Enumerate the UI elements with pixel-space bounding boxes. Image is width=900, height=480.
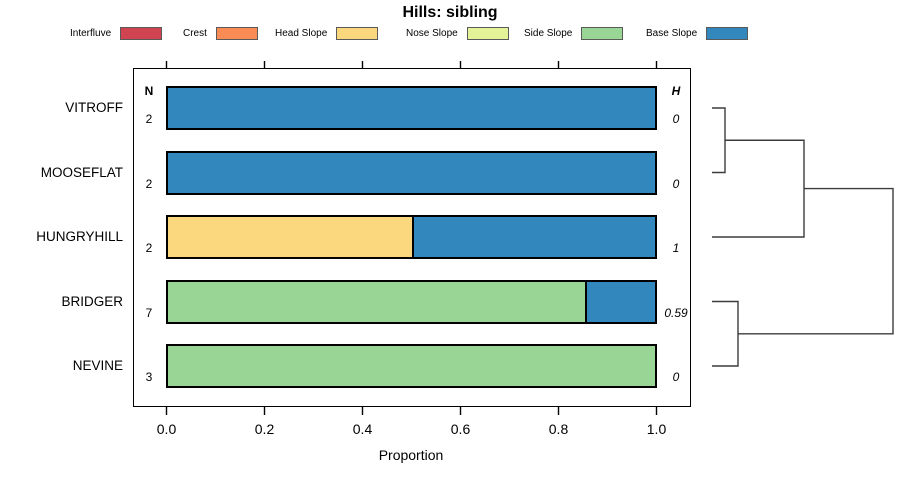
bar-hungryhill bbox=[166, 215, 657, 259]
x-tick-label: 0.8 bbox=[548, 421, 569, 437]
bar-bridger bbox=[166, 279, 657, 324]
bar-segment-side_slope bbox=[168, 281, 586, 322]
dendrogram-branch-bridger-nevine bbox=[712, 300, 739, 367]
legend-label: Head Slope bbox=[275, 28, 328, 39]
row-label-bridger: BRIDGER bbox=[61, 293, 123, 309]
n-value: 2 bbox=[145, 112, 153, 126]
dendrogram-branch-vitroff-mooseflat bbox=[712, 107, 726, 174]
bar-segment-side_slope bbox=[168, 346, 655, 386]
legend-swatch-side-slope-icon bbox=[581, 27, 624, 40]
chart-title: Hills: sibling bbox=[402, 4, 498, 21]
x-tick-label: 0.6 bbox=[450, 421, 471, 437]
bar-nevine bbox=[166, 344, 657, 388]
legend-item-side-slope: Side Slope bbox=[524, 26, 624, 41]
row-label-hungryhill: HUNGRYHILL bbox=[36, 229, 123, 244]
legend-item-base-slope: Base Slope bbox=[646, 26, 749, 41]
h-column-header: H bbox=[671, 84, 681, 98]
legend-label: Interfluve bbox=[70, 28, 112, 39]
legend-swatch-interfluve-icon bbox=[120, 27, 163, 40]
legend-swatch-crest-icon bbox=[215, 27, 258, 40]
bar-segment-base_slope bbox=[411, 217, 655, 257]
plot-frame bbox=[133, 68, 691, 407]
h-value: 0 bbox=[672, 112, 680, 126]
n-value: 2 bbox=[145, 241, 153, 255]
dendrogram-branch-cluster-hungryhill bbox=[712, 139, 805, 238]
bar-segment-base_slope bbox=[168, 88, 655, 128]
x-tick-label: 0.0 bbox=[156, 421, 177, 437]
h-value: 0 bbox=[672, 370, 680, 384]
legend-item-nose-slope: Nose Slope bbox=[406, 26, 509, 41]
legend-item-crest: Crest bbox=[183, 26, 258, 41]
x-tick-label: 0.2 bbox=[254, 421, 275, 437]
legend-label: Base Slope bbox=[646, 28, 698, 39]
legend-label: Nose Slope bbox=[406, 28, 458, 39]
row-label-nevine: NEVINE bbox=[72, 358, 123, 373]
h-value: 0 bbox=[672, 176, 680, 191]
bar-segment-head_slope bbox=[168, 217, 412, 257]
row-label-vitroff: VITROFF bbox=[65, 100, 123, 115]
x-tick-label: 0.4 bbox=[352, 421, 373, 437]
bar-vitroff bbox=[166, 86, 657, 130]
legend-swatch-base-slope-icon bbox=[706, 27, 749, 40]
n-value: 7 bbox=[145, 305, 153, 320]
dendrogram bbox=[712, 107, 894, 367]
legend-swatch-head-slope-icon bbox=[336, 27, 379, 40]
legend-item-interfluve: Interfluve bbox=[70, 26, 163, 41]
n-value: 2 bbox=[145, 176, 153, 191]
h-value: 0.59 bbox=[664, 305, 688, 320]
legend-label: Crest bbox=[183, 28, 207, 39]
x-tick-label: 1.0 bbox=[646, 421, 667, 437]
bar-segment-base_slope bbox=[168, 152, 655, 193]
bar-mooseflat bbox=[166, 150, 657, 195]
n-value: 3 bbox=[145, 370, 153, 384]
legend-label: Side Slope bbox=[524, 28, 573, 39]
n-column-header: N bbox=[144, 84, 154, 98]
legend-swatch-nose-slope-icon bbox=[466, 27, 509, 40]
dendrogram-root-branch bbox=[738, 187, 894, 335]
legend-item-head-slope: Head Slope bbox=[275, 26, 379, 41]
row-label-mooseflat: MOOSEFLAT bbox=[40, 164, 123, 180]
x-axis-title: Proportion bbox=[378, 447, 444, 463]
h-value: 1 bbox=[672, 241, 680, 255]
bar-segment-base_slope bbox=[585, 281, 655, 322]
